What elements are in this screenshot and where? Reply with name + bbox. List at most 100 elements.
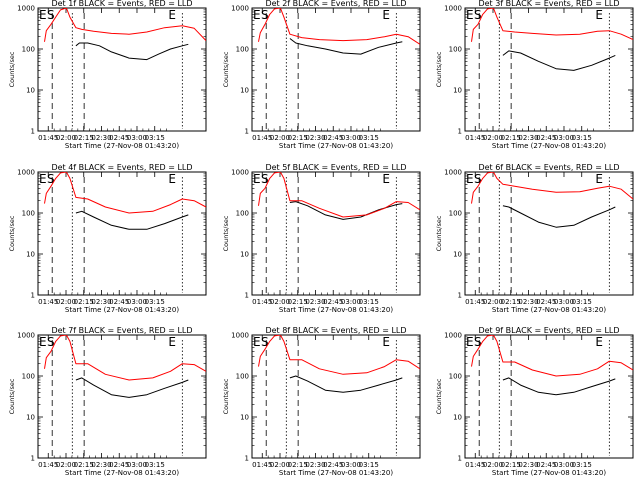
marker-e: E — [39, 172, 47, 186]
marker-e: E — [253, 172, 261, 186]
lld-series-line — [471, 172, 633, 204]
plot-frame — [251, 7, 421, 132]
marker-s: S — [47, 172, 55, 186]
x-tick-label: 02:15 — [288, 298, 308, 306]
y-tick-label: 1000 — [231, 169, 249, 177]
x-tick-label: 03:00 — [341, 461, 361, 469]
x-tick-label: 02:30 — [518, 134, 538, 142]
x-tick-label: 02:00 — [56, 461, 76, 469]
plot-frame — [251, 334, 421, 459]
marker-s: S — [474, 335, 482, 349]
panel-title: Det 7f BLACK = Events, RED = LLD — [51, 326, 192, 335]
x-tick-label: 03:15 — [145, 461, 165, 469]
plot-frame — [37, 334, 207, 459]
x-tick-label: 03:00 — [341, 134, 361, 142]
x-tick-label: 02:45 — [109, 298, 129, 306]
x-tick-label: 03:15 — [572, 298, 592, 306]
y-tick-label: 1 — [31, 128, 35, 136]
plot-frame — [37, 7, 207, 132]
plot-frame — [464, 171, 634, 296]
marker-s: S — [261, 172, 269, 186]
x-tick-label: 02:15 — [74, 134, 94, 142]
y-axis-label: Counts/sec — [222, 378, 230, 414]
panel-det-9: Det 9f BLACK = Events, RED = LLD 1 10 100 10… — [435, 326, 634, 477]
y-tick-label: 10 — [453, 251, 462, 259]
y-tick-label: 10 — [453, 414, 462, 422]
events-series-line — [289, 201, 403, 220]
x-tick-label: 02:00 — [483, 134, 503, 142]
events-series-line — [75, 377, 189, 398]
panel-title: Det 9f BLACK = Events, RED = LLD — [478, 326, 619, 335]
x-tick-label: 03:00 — [554, 461, 574, 469]
x-tick-label: 01:45 — [38, 461, 58, 469]
x-tick-label: 01:45 — [465, 298, 485, 306]
y-tick-label: 1000 — [17, 169, 35, 177]
y-tick-label: 100 — [236, 373, 249, 381]
x-tick-label: 02:00 — [483, 461, 503, 469]
x-tick-label: 02:15 — [288, 134, 308, 142]
events-series-line — [75, 210, 189, 230]
plot-frame — [464, 334, 634, 459]
x-tick-label: 03:00 — [127, 461, 147, 469]
x-tick-label: 03:15 — [359, 461, 379, 469]
panel-title: Det 1f BLACK = Events, RED = LLD — [51, 0, 192, 8]
x-tick-label: 02:45 — [536, 461, 556, 469]
panel-det-3: Det 3f BLACK = Events, RED = LLD 1 10 100 10… — [435, 0, 634, 150]
panel-title: Det 3f BLACK = Events, RED = LLD — [478, 0, 619, 8]
panel-det-5: Det 5f BLACK = Events, RED = LLD 1 10 100 10… — [222, 163, 421, 314]
plot-frame — [251, 171, 421, 296]
panel-title: Det 4f BLACK = Events, RED = LLD — [51, 163, 192, 172]
events-series-line — [289, 375, 403, 393]
x-axis-label: Start Time (27-Nov-08 01:43:20) — [492, 469, 606, 477]
y-tick-label: 1 — [458, 455, 462, 463]
x-tick-label: 02:45 — [323, 298, 343, 306]
y-axis-label: Counts/sec — [8, 215, 16, 251]
x-tick-label: 02:15 — [501, 134, 521, 142]
y-tick-label: 100 — [22, 46, 35, 54]
x-tick-label: 01:45 — [465, 461, 485, 469]
panel-det-1: Det 1f BLACK = Events, RED = LLD 1 10 100 10… — [8, 0, 207, 150]
x-axis-label: Start Time (27-Nov-08 01:43:20) — [492, 306, 606, 314]
x-tick-label: 03:00 — [554, 134, 574, 142]
plot-frame — [464, 7, 634, 132]
y-tick-label: 10 — [240, 414, 249, 422]
y-tick-label: 10 — [26, 87, 35, 95]
lld-series-line — [44, 335, 206, 381]
y-tick-label: 1 — [31, 292, 35, 300]
x-tick-label: 03:15 — [572, 134, 592, 142]
x-tick-label: 02:00 — [56, 298, 76, 306]
y-axis-label: Counts/sec — [435, 215, 443, 251]
x-tick-label: 02:00 — [270, 298, 290, 306]
marker-e-end: E — [595, 8, 603, 22]
x-tick-label: 03:00 — [127, 298, 147, 306]
x-tick-label: 02:30 — [91, 461, 111, 469]
x-tick-label: 03:15 — [572, 461, 592, 469]
panel-title: Det 5f BLACK = Events, RED = LLD — [265, 163, 406, 172]
y-tick-label: 1000 — [444, 332, 462, 340]
y-tick-label: 1 — [245, 292, 249, 300]
y-tick-label: 10 — [26, 414, 35, 422]
y-axis-label: Counts/sec — [8, 51, 16, 87]
marker-e: E — [466, 8, 474, 22]
y-axis-label: Counts/sec — [222, 215, 230, 251]
lld-series-line — [258, 8, 420, 45]
x-tick-label: 02:00 — [56, 134, 76, 142]
lld-series-line — [471, 8, 633, 42]
panel-det-2: Det 2f BLACK = Events, RED = LLD 1 10 100 10… — [222, 0, 421, 150]
marker-s: S — [474, 8, 482, 22]
panel-title: Det 8f BLACK = Events, RED = LLD — [265, 326, 406, 335]
plot-frame — [37, 171, 207, 296]
x-tick-label: 01:45 — [252, 298, 272, 306]
x-tick-label: 01:45 — [38, 298, 58, 306]
y-axis-label: Counts/sec — [222, 51, 230, 87]
x-tick-label: 02:30 — [518, 461, 538, 469]
x-tick-label: 03:00 — [341, 298, 361, 306]
x-axis-label: Start Time (27-Nov-08 01:43:20) — [65, 306, 179, 314]
marker-e-end: E — [595, 335, 603, 349]
x-tick-label: 02:45 — [323, 461, 343, 469]
lld-series-line — [44, 8, 206, 42]
x-tick-label: 02:15 — [501, 461, 521, 469]
marker-e-end: E — [382, 172, 390, 186]
y-tick-label: 10 — [26, 251, 35, 259]
y-tick-label: 1000 — [231, 5, 249, 13]
